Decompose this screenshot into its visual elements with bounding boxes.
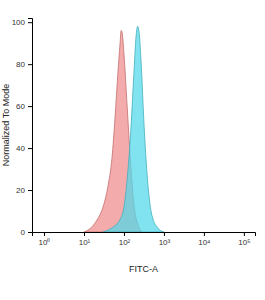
- y-tick-label: 40: [16, 144, 25, 153]
- y-tick-mark: [28, 190, 32, 191]
- y-tick: 40: [16, 144, 32, 153]
- series-group: [84, 26, 164, 232]
- x-tick-label: 10³: [159, 238, 171, 247]
- y-tick: 80: [16, 60, 32, 69]
- x-tick-mark: [204, 232, 205, 236]
- y-tick-mark: [28, 148, 32, 149]
- x-tick-mark: [124, 232, 125, 236]
- x-tick: 10⁵: [238, 232, 250, 247]
- x-tick-label: 10⁰: [39, 238, 51, 247]
- y-tick-mark: [28, 106, 32, 107]
- x-tick: 10⁴: [198, 232, 211, 247]
- x-tick-label: 10⁴: [198, 238, 211, 247]
- y-axis-title: Normalized To Mode: [1, 84, 11, 166]
- chart: 10⁰ 10¹ 10² 10³ 10⁴ 10⁵ 0 20 40 60 80 100 FITC-A Norm…: [0, 0, 265, 300]
- y-tick-label: 80: [16, 60, 25, 69]
- x-tick-mark: [164, 232, 165, 236]
- x-tick-mark: [84, 232, 85, 236]
- y-tick-mark: [28, 22, 32, 23]
- y-tick: 60: [16, 102, 32, 111]
- x-tick: 10³: [159, 232, 171, 247]
- y-tick-label: 60: [16, 102, 25, 111]
- y-tick: 20: [16, 186, 32, 195]
- x-tick: 10¹: [79, 232, 91, 247]
- y-tick-label: 0: [21, 228, 26, 237]
- y-tick-mark: [28, 232, 32, 233]
- x-tick-label: 10⁵: [238, 238, 250, 247]
- x-tick-mark: [244, 232, 245, 236]
- y-tick-label: 100: [12, 18, 26, 27]
- y-tick: 100: [12, 18, 32, 27]
- y-tick: 0: [21, 228, 32, 237]
- x-axis: 10⁰ 10¹ 10² 10³ 10⁴ 10⁵: [33, 232, 256, 247]
- y-axis: 0 20 40 60 80 100: [12, 18, 33, 237]
- x-axis-line: [33, 233, 256, 237]
- y-tick-label: 20: [16, 186, 25, 195]
- histogram-area: [103, 26, 164, 232]
- x-tick: 10²: [119, 232, 131, 247]
- plot: 10⁰ 10¹ 10² 10³ 10⁴ 10⁵ 0 20 40 60 80 100: [12, 18, 256, 246]
- x-tick-mark: [44, 232, 45, 236]
- y-axis-line: [28, 19, 33, 233]
- x-tick: 10⁰: [39, 232, 51, 247]
- x-tick-label: 10²: [119, 238, 131, 247]
- y-tick-mark: [28, 64, 32, 65]
- x-axis-title: FITC-A: [129, 264, 158, 274]
- x-tick-label: 10¹: [79, 238, 91, 247]
